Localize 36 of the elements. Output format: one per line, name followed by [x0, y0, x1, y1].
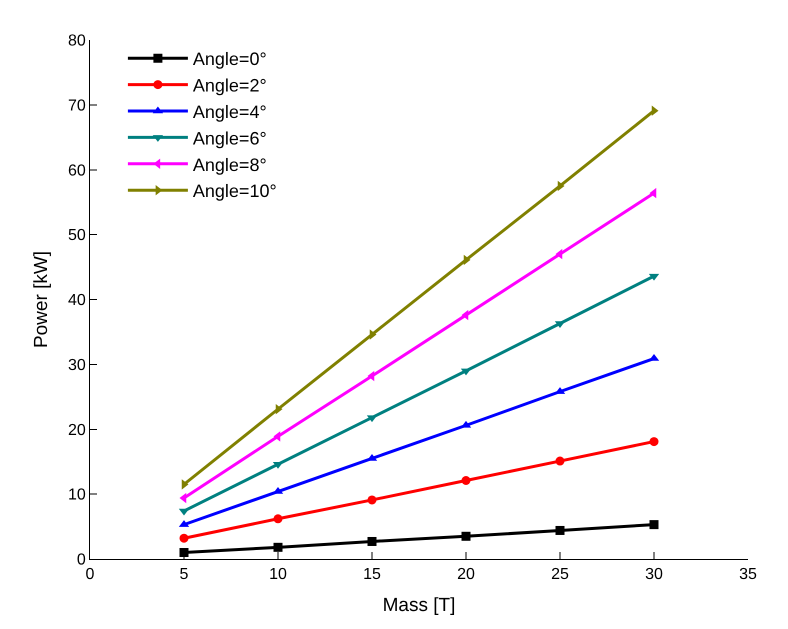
point — [368, 495, 376, 504]
y-tick-label: 0 — [76, 552, 86, 569]
y-tick-label: 20 — [68, 422, 86, 439]
x-tick-label: 35 — [739, 566, 757, 584]
point — [650, 437, 658, 446]
x-tick-label: 10 — [269, 566, 287, 584]
point — [180, 534, 188, 543]
legend-label: Angle=8° — [192, 154, 267, 175]
point — [180, 548, 188, 558]
x-axis-title: Mass [T] — [382, 595, 456, 616]
x-tick-label: 30 — [645, 566, 663, 584]
legend-label: Angle=4° — [192, 102, 267, 122]
x-tick-label: 20 — [457, 566, 475, 584]
point — [462, 476, 470, 485]
x-tick-label: 5 — [180, 566, 189, 584]
y-tick-label: 80 — [68, 32, 86, 50]
point — [274, 542, 282, 552]
y-tick-label: 50 — [68, 227, 86, 244]
point — [650, 520, 658, 530]
y-axis-title: Power [kW] — [30, 250, 52, 348]
x-tick-label: 15 — [363, 566, 381, 584]
point — [556, 526, 564, 535]
legend-label: Angle=6° — [192, 128, 267, 148]
point — [462, 532, 470, 541]
y-tick-label: 60 — [68, 162, 86, 180]
point — [368, 536, 376, 546]
legend-label: Angle=10° — [192, 181, 277, 202]
y-tick-label: 30 — [68, 356, 86, 374]
y-tick-label: 70 — [68, 97, 86, 114]
point — [274, 514, 282, 524]
legend-label: Angle=2° — [192, 76, 267, 96]
legend-label: Angle=0° — [192, 49, 267, 70]
point — [556, 456, 564, 466]
y-tick-label: 40 — [68, 292, 86, 310]
x-tick-label: 25 — [551, 566, 569, 584]
y-tick-label: 10 — [68, 486, 86, 504]
